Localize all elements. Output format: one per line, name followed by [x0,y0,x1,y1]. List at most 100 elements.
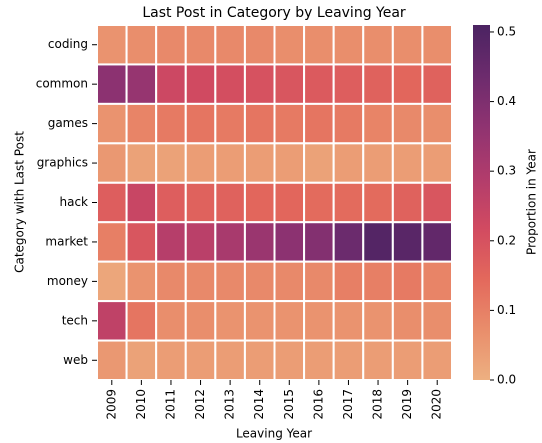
x-tick-label: 2013 [223,389,237,420]
y-tick-label: common [36,77,88,91]
heatmap-cell [273,63,306,105]
heatmap-cell [421,142,453,184]
heatmap-cell [362,300,394,342]
heatmap-cell [125,181,158,224]
heatmap-cell [391,221,424,263]
y-tick-label: market [45,234,88,248]
heatmap-cell [362,102,394,145]
heatmap-cell [391,300,424,342]
x-axis-label: Leaving Year [236,427,312,441]
heatmap-cell [391,142,424,184]
x-tick-label: 2018 [371,389,385,420]
heatmap-cell [214,63,246,105]
y-tick-label: coding [48,37,88,51]
heatmap-cell [125,300,158,342]
heatmap-cell [332,63,365,105]
heatmap-cell [155,142,187,184]
heatmap-cell [243,63,276,105]
heatmap-cell [184,221,217,263]
heatmap-cell [303,63,335,105]
heatmap-cell [303,260,335,303]
heatmap-cell [243,300,276,342]
heatmap-cell [362,260,394,303]
heatmap-cell [303,102,335,145]
colorbar-tick-label: 0.1 [497,303,516,317]
heatmap-cell [303,181,335,224]
y-tick-label: web [63,353,88,367]
heatmap-cell [96,260,128,303]
heatmap-cell [214,339,246,381]
heatmap-cell [155,63,187,105]
heatmap-cell [125,142,158,184]
heatmap-cell [273,221,306,263]
y-tick-label: money [47,274,88,288]
heatmap-cell [303,24,335,66]
colorbar [473,25,490,380]
heatmap-cell [243,260,276,303]
x-tick-label: 2012 [193,389,207,420]
heatmap-cell [155,24,187,66]
heatmap-cell [421,102,453,145]
heatmap-cell [362,181,394,224]
heatmap-cell [96,102,128,145]
heatmap-cell [332,142,365,184]
heatmap-cell [332,339,365,381]
heatmap-cell [243,142,276,184]
heatmap-cell [421,260,453,303]
heatmap-cell [421,181,453,224]
heatmap-cell [155,339,187,381]
x-tick-label: 2020 [430,389,444,420]
heatmap-cell [125,63,158,105]
y-tick-label: tech [62,313,88,327]
y-axis-label: Category with Last Post [13,131,27,273]
chart-title: Last Post in Category by Leaving Year [142,5,406,21]
colorbar-label: Proportion in Year [525,149,539,255]
heatmap-cell [273,339,306,381]
heatmap-cell [214,24,246,66]
colorbar-tick-label: 0.4 [497,94,516,108]
colorbar-tick-label: 0.2 [497,233,516,247]
heatmap-cell [184,339,217,381]
heatmap-cell [125,102,158,145]
y-tick-label: games [48,116,88,130]
heatmap-cell [303,221,335,263]
heatmap-cell [303,142,335,184]
heatmap-cell [362,24,394,66]
heatmap-cell [421,24,453,66]
x-tick-label: 2017 [341,389,355,420]
x-tick-label: 2015 [282,389,296,420]
heatmap-cell [273,24,306,66]
heatmap-cell [243,24,276,66]
heatmap-cell [332,24,365,66]
heatmap-cell [332,102,365,145]
y-tick-label: graphics [37,156,88,170]
heatmap-cell [96,339,128,381]
x-tick-label: 2009 [104,389,118,420]
heatmap-cell [421,221,453,263]
x-tick-label: 2016 [311,389,325,420]
heatmap-cell [155,300,187,342]
heatmap-cell [214,260,246,303]
heatmap-cell [155,102,187,145]
heatmap-cell [96,221,128,263]
heatmap-cell [421,300,453,342]
colorbar-tick-label: 0.5 [497,24,516,38]
heatmap-cell [214,181,246,224]
heatmap-cell [273,181,306,224]
heatmap-cell [155,181,187,224]
heatmap-cell [125,339,158,381]
heatmap-cell [184,102,217,145]
heatmap-cell [96,181,128,224]
heatmap-cell [391,63,424,105]
heatmap-cell [362,63,394,105]
heatmap-cell [243,102,276,145]
heatmap-cell [96,142,128,184]
heatmap-cell [303,300,335,342]
heatmap-cell [332,300,365,342]
heatmap-cell [273,102,306,145]
heatmap-cell [243,221,276,263]
heatmap-cell [96,300,128,342]
y-tick-label: hack [59,195,88,209]
heatmap-cell [96,63,128,105]
